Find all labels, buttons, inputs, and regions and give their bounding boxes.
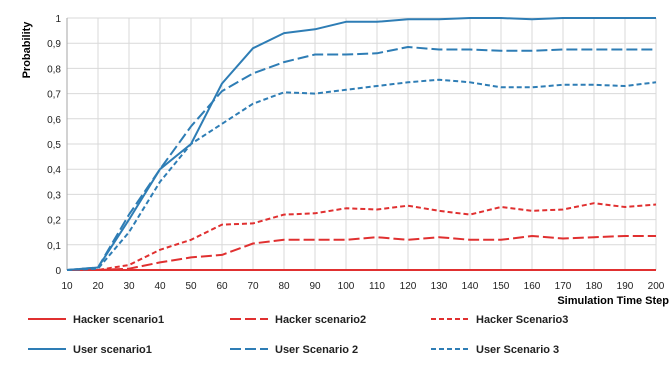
legend-label: Hacker scenario2	[275, 314, 366, 326]
x-tick-label: 160	[524, 281, 541, 292]
x-axis-label: Simulation Time Step	[557, 295, 669, 307]
x-tick-label: 20	[92, 281, 104, 292]
y-tick-label: 0,9	[47, 39, 61, 50]
x-tick-label: 10	[61, 281, 73, 292]
x-tick-label: 170	[555, 281, 572, 292]
legend-label: Hacker scenario1	[73, 314, 164, 326]
series-line-6	[66, 78, 657, 271]
x-tick-label: 90	[309, 281, 321, 292]
y-tick-label: 1	[55, 14, 61, 25]
y-tick-label: 0,6	[47, 115, 61, 126]
legend-item-4: User scenario1	[28, 344, 152, 356]
legend-item-5: User Scenario 2	[230, 344, 358, 356]
legend-item-1: Hacker scenario1	[28, 314, 164, 326]
x-tick-label: 40	[154, 281, 166, 292]
grid	[67, 17, 657, 270]
x-tick-label: 120	[400, 281, 417, 292]
series-line-4	[66, 17, 656, 271]
legend: Hacker scenario1 Hacker scenario2 Hacker S…	[28, 314, 568, 356]
x-tick-label: 60	[216, 281, 228, 292]
y-tick-label: 0,7	[47, 90, 61, 101]
x-tick-label: 110	[369, 281, 385, 292]
x-tick-label: 30	[123, 281, 135, 292]
y-tick-label: 0	[55, 266, 61, 277]
y-tick-label: 0,3	[47, 190, 61, 201]
x-tick-label: 80	[278, 281, 290, 292]
y-tick-label: 0,4	[47, 165, 61, 176]
y-axis-label: Probability	[21, 21, 33, 79]
y-tick-label: 0,8	[47, 64, 61, 75]
legend-item-3: Hacker Scenario3	[431, 314, 568, 326]
x-tick-label: 100	[338, 281, 355, 292]
series-line-3	[67, 202, 657, 271]
series-lines	[66, 17, 657, 271]
legend-label: User Scenario 2	[275, 344, 358, 356]
series-line-2	[67, 235, 656, 271]
x-tick-label: 190	[617, 281, 634, 292]
legend-label: Hacker Scenario3	[476, 314, 568, 326]
y-tick-label: 0,2	[47, 216, 61, 227]
legend-item-6: User Scenario 3	[431, 344, 559, 356]
legend-label: User Scenario 3	[476, 344, 559, 356]
y-tick-label: 0,1	[47, 241, 61, 252]
x-tick-label: 130	[431, 281, 448, 292]
series-line-5	[66, 46, 656, 271]
x-tick-label: 50	[185, 281, 197, 292]
y-tick-label: 0,5	[47, 140, 61, 151]
x-tick-label: 200	[648, 281, 665, 292]
legend-label: User scenario1	[73, 344, 152, 356]
x-tick-label: 150	[493, 281, 510, 292]
x-tick-label: 180	[586, 281, 603, 292]
x-tick-label: 140	[462, 281, 479, 292]
legend-item-2: Hacker scenario2	[230, 314, 366, 326]
x-tick-label: 70	[247, 281, 259, 292]
